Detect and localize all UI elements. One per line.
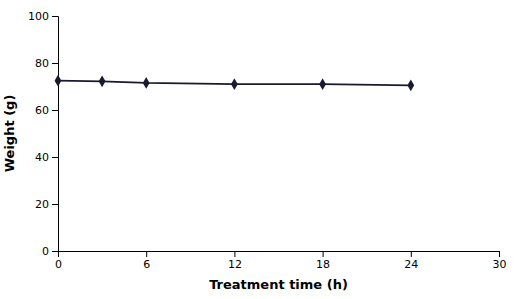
point bbox=[55, 75, 62, 87]
plot: 0 6 12 18 24 30 0 20 40 60 80 100 Treatment time (h)… bbox=[2, 10, 507, 292]
point bbox=[99, 75, 106, 87]
tick-mark bbox=[499, 251, 500, 257]
point bbox=[143, 77, 150, 89]
tick-mark bbox=[234, 251, 235, 257]
tick-mark bbox=[323, 251, 324, 257]
point bbox=[407, 79, 414, 91]
tick-label: 80 bbox=[35, 57, 49, 70]
tick-label: 40 bbox=[35, 151, 49, 164]
tick: 0 bbox=[55, 251, 62, 271]
tick-mark bbox=[411, 251, 412, 257]
tick: 40 bbox=[35, 151, 58, 164]
y-axis-title: Weight (g) bbox=[2, 95, 17, 173]
tick: 6 bbox=[143, 251, 150, 271]
tick: 18 bbox=[316, 251, 330, 271]
tick-label: 0 bbox=[55, 258, 62, 271]
tick-label: 6 bbox=[143, 258, 150, 271]
tick-mark bbox=[52, 110, 58, 111]
tick-mark bbox=[146, 251, 147, 257]
tick: 100 bbox=[28, 10, 58, 23]
tick: 12 bbox=[228, 251, 242, 271]
tick-label: 0 bbox=[42, 245, 49, 258]
series bbox=[55, 75, 415, 91]
tick-mark bbox=[52, 251, 58, 252]
tick-label: 20 bbox=[35, 198, 49, 211]
tick: 30 bbox=[493, 251, 507, 271]
tick-label: 24 bbox=[404, 258, 418, 271]
tick: 20 bbox=[35, 198, 58, 211]
x-axis: 0 6 12 18 24 30 bbox=[55, 251, 507, 271]
tick-label: 100 bbox=[28, 10, 49, 23]
axis-domain bbox=[52, 17, 59, 252]
axis-domain bbox=[59, 252, 500, 258]
point bbox=[319, 78, 326, 90]
x-axis-title: Treatment time (h) bbox=[209, 277, 348, 292]
tick-mark bbox=[52, 63, 58, 64]
tick: 60 bbox=[35, 104, 58, 117]
chart: 0 6 12 18 24 30 0 20 40 60 80 100 Treatment time (h)… bbox=[0, 0, 521, 299]
y-axis: 0 20 40 60 80 100 bbox=[28, 10, 59, 258]
tick: 24 bbox=[404, 251, 418, 271]
tick-label: 18 bbox=[316, 258, 330, 271]
tick-label: 30 bbox=[493, 258, 507, 271]
tick: 0 bbox=[42, 245, 58, 258]
tick-mark bbox=[52, 204, 58, 205]
tick-mark bbox=[52, 157, 58, 158]
tick-label: 60 bbox=[35, 104, 49, 117]
tick: 80 bbox=[35, 57, 58, 70]
tick-mark bbox=[52, 16, 58, 17]
point bbox=[231, 78, 238, 90]
tick-label: 12 bbox=[228, 258, 242, 271]
